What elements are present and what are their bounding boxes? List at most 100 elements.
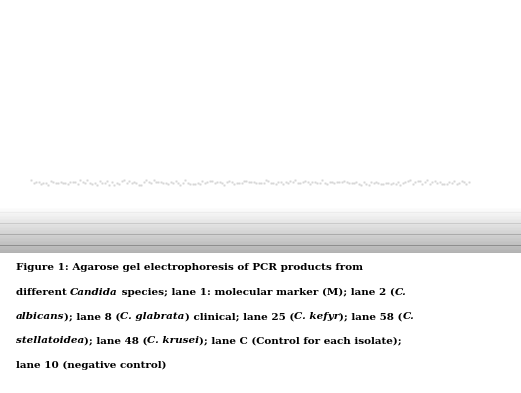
Text: ); lane 8 (: ); lane 8 ( [64,312,120,321]
Bar [0,211,521,213]
Text: ); lane 58 (: ); lane 58 ( [339,312,403,321]
Text: 525: 525 [228,97,245,106]
Bar [30,43,54,48]
Bar [0,226,521,228]
Bar [30,160,54,165]
Bar [287,108,323,117]
Bar [29,166,55,171]
Bar [374,108,403,114]
Bar [29,147,55,152]
Text: 58: 58 [257,12,269,21]
Bar [31,72,53,75]
Bar [29,160,55,165]
Bar [288,109,321,116]
Text: 540: 540 [58,88,74,97]
Bar [0,220,521,222]
Bar [31,110,53,113]
Bar [30,147,54,152]
Bar [29,101,55,107]
Bar [293,112,317,114]
Bar [243,107,283,118]
Bar [0,231,521,233]
Bar [31,102,53,106]
Text: c48: c48 [380,12,396,21]
Text: 100: 100 [13,158,30,167]
Text: species; lane 1: molecular marker (M); lane 2 (: species; lane 1: molecular marker (M); l… [118,288,394,297]
Bar [117,149,148,158]
Bar [30,154,54,158]
Text: ); lane 48 (: ); lane 48 ( [84,336,147,345]
Bar [159,129,190,136]
Bar [30,122,54,127]
Bar [80,103,102,107]
Bar [31,83,53,87]
Bar [199,129,233,136]
Bar [0,244,521,246]
Bar [0,252,521,253]
Text: C. krusei: C. krusei [147,336,200,345]
Bar [29,92,55,98]
Text: 1: 1 [39,12,45,21]
Text: different: different [16,288,70,297]
Text: 8: 8 [130,12,136,21]
Text: C. kefyr: C. kefyr [294,312,339,321]
Bar [0,225,521,227]
Bar [154,127,195,138]
Bar [74,100,108,109]
Bar [119,150,147,157]
Text: 48: 48 [341,12,352,21]
Text: ); lane C (Control for each isolate);: ); lane C (Control for each isolate); [200,336,402,345]
Text: C.: C. [403,312,414,321]
Bar [0,234,521,236]
Bar [29,128,55,133]
Bar [163,131,187,135]
Bar [29,153,55,159]
Bar [76,101,107,108]
Bar [0,222,521,224]
Bar [30,141,54,145]
Bar [369,106,407,116]
Bar [30,71,54,76]
Text: 700: 700 [140,116,156,125]
Bar [30,134,54,139]
Bar [0,209,521,211]
Bar [31,44,53,48]
Bar [30,59,54,63]
Bar [31,141,53,145]
Bar [157,129,192,136]
Bar [284,107,325,118]
Bar [31,123,53,126]
Bar [77,101,105,108]
Bar [72,99,110,110]
Bar [0,219,521,220]
Bar [30,128,54,133]
Bar [29,140,55,146]
Bar [29,82,55,88]
Text: 500: 500 [13,106,30,115]
Bar [30,93,54,97]
Bar [0,233,521,235]
Text: lane 10 (negative control): lane 10 (negative control) [16,361,166,370]
Text: 25: 25 [169,12,180,21]
Bar [0,215,521,217]
Bar [30,102,54,106]
Bar [31,148,53,151]
Text: C.: C. [394,288,406,297]
Bar [0,239,521,241]
Bar [29,121,55,127]
Text: albicans: albicans [16,312,64,321]
Text: 510: 510 [312,95,328,104]
Bar [204,131,228,135]
Bar [0,241,521,242]
Text: C. glabrata: C. glabrata [120,312,185,321]
Text: Candida: Candida [70,288,118,297]
Bar [0,236,521,238]
Bar [0,208,521,209]
Bar [31,167,53,170]
Bar [371,107,405,115]
Bar [30,109,54,114]
Text: C: C [213,12,219,21]
Bar [334,110,358,113]
Bar [30,166,54,171]
Bar [31,154,53,158]
